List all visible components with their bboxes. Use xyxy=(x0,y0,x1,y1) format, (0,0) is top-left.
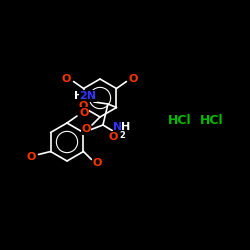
Text: O: O xyxy=(78,101,88,111)
Text: O: O xyxy=(27,152,36,162)
Text: O: O xyxy=(93,158,102,168)
Text: 2N: 2N xyxy=(80,91,96,101)
Text: O: O xyxy=(79,108,89,118)
Text: N: N xyxy=(113,122,122,132)
Text: O: O xyxy=(62,74,71,84)
Text: O: O xyxy=(81,124,91,134)
Text: H: H xyxy=(121,122,130,132)
Text: 2: 2 xyxy=(119,130,125,140)
Text: O: O xyxy=(108,132,118,142)
Text: HCl: HCl xyxy=(200,114,224,126)
Text: H: H xyxy=(74,91,84,101)
Text: O: O xyxy=(129,74,138,84)
Text: HCl: HCl xyxy=(168,114,192,126)
